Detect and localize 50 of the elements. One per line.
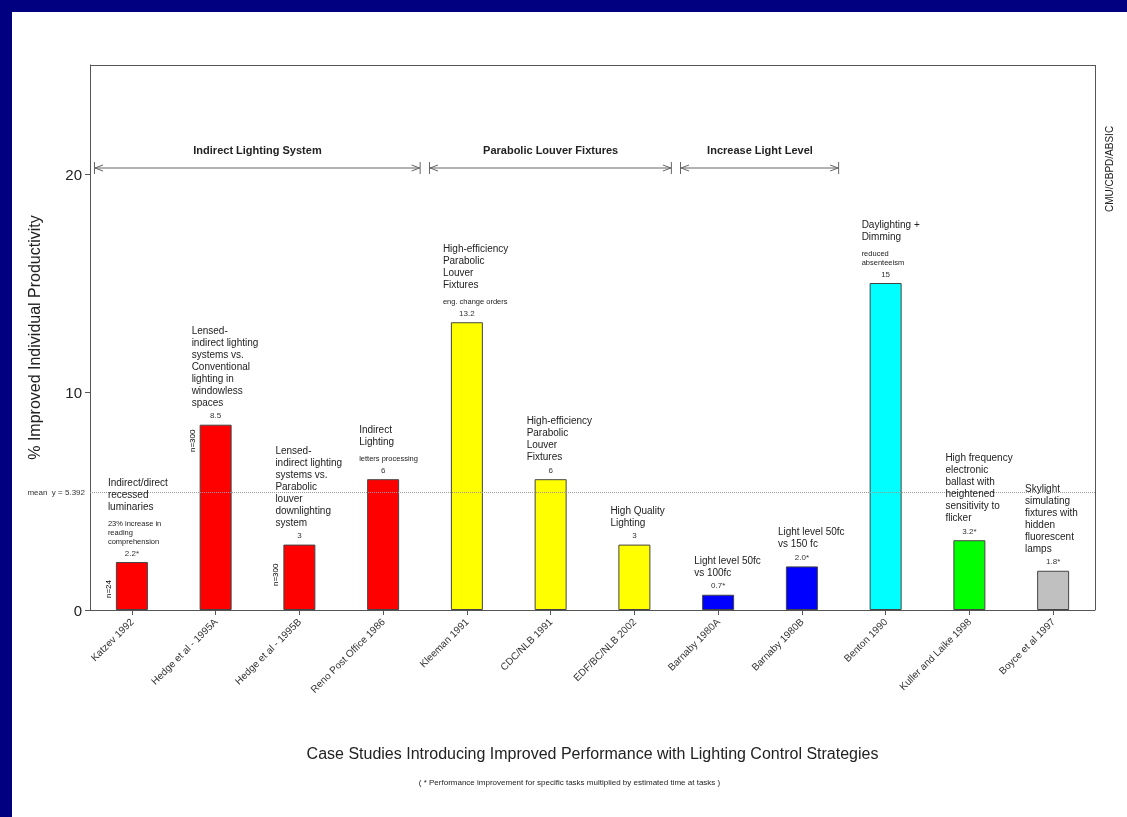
bar [953,540,986,610]
data-label: 2.0* [794,552,809,562]
x-axis-title: Case Studies Introducing Improved Performance with Lighting Control Strategies [306,744,879,762]
annotation: Indirect/direct recessed luminaries [107,477,169,514]
annotation: Light level 50fc vs 150 fc [777,526,846,551]
text: CMU/CBPD/ABSIC [1104,125,1115,212]
data-label: 15 [881,269,891,279]
data-label: 6 [380,465,386,475]
annotation: Increase Light Level [706,144,814,156]
data-label: 3 [297,531,303,541]
annotation: Light level 50fc vs 100fc [694,554,762,579]
data-label: 3.2* [962,526,977,536]
bar [869,283,902,610]
y-tick-label: 0 [73,601,82,619]
y-tick-label: 10 [65,383,82,401]
annotation: Indirect Lighting System [192,144,323,156]
annotation: Lensed-indirect lighting systems vs. Parabolic louver downlighting system [275,444,344,529]
annotation: High-efficiency Parabolic Louver Fixtures [442,243,510,292]
y-tick-label: 20 [65,165,82,183]
ref-line-label: mean y = 5.392 [27,488,86,497]
data-label: 1.8* [1046,557,1061,567]
annotation: n=300 [187,429,197,452]
annotation: n=300 [271,563,281,587]
bar [1037,570,1070,610]
bar [702,594,735,610]
bar [785,566,818,610]
annotation: High frequency electronic ballast with heightened sensitivity to flicker [945,452,1014,525]
bar [199,424,232,610]
data-label: 0.7* [711,581,726,591]
data-label: 3 [632,531,638,541]
bar [115,562,148,610]
annotation: n=24 [103,579,113,599]
annotation: Skylight simulating fixtures with hidden fluorescent lamps [1025,482,1079,555]
bar [534,479,567,610]
annotation: Parabolic Louver Fixtures [482,144,620,156]
y-axis-title: % Improved Individual Productivity [25,215,43,460]
text: ( * Performance improvement for specific tasks multiplied by estimated time at tasks ) [417,778,722,787]
annotation: Lensed-indirect lighting systems vs. Conventional lighting in windowless spaces [191,324,260,409]
annotation: High Quality Lighting [610,504,666,529]
bar [283,544,316,610]
data-label: 2.2* [124,548,139,558]
bar [450,322,483,610]
annotation: Indirect Lighting [359,424,396,449]
annotation: High-efficiency Parabolic Louver Fixtures [526,415,594,464]
data-label: 13.2 [459,308,476,318]
bar [618,544,651,610]
data-label: 8.5 [210,411,222,421]
data-label: 6 [548,465,554,475]
bar [367,479,400,610]
annotation: Daylighting + Dimming [861,219,921,243]
